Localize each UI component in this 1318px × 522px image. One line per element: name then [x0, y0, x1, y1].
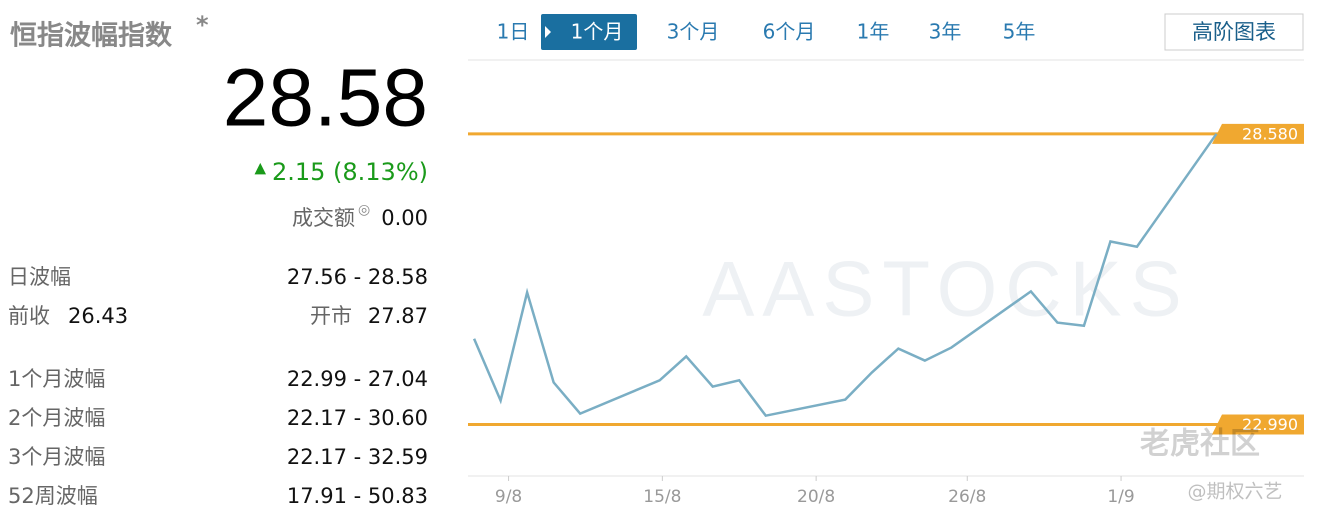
active-tab-marker[interactable] — [545, 26, 551, 38]
range-label: 52周波幅 — [8, 484, 98, 508]
reference-label: 28.580 — [1242, 124, 1298, 143]
range-label: 1个月波幅 — [8, 367, 105, 391]
x-tick-label: 15/8 — [643, 487, 681, 507]
brand-watermark: 老虎社区 — [1140, 427, 1260, 462]
last-price: 28.58 — [223, 53, 428, 144]
turnover-label: 成交额 — [292, 206, 355, 230]
reference-label: 22.990 — [1242, 415, 1298, 434]
prev-value: 26.43 — [68, 304, 128, 328]
chart: AASTOCKS 9/8 15/8 20/8 26/8 1/9 28.580 22.990 — [468, 59, 1304, 507]
x-tick-label: 26/8 — [948, 487, 986, 507]
range-value: 17.91 - 50.83 — [287, 484, 428, 508]
watermark: AASTOCKS — [702, 245, 1189, 333]
x-tick-label: 9/8 — [495, 487, 522, 507]
open-label: 开市 — [310, 304, 352, 328]
open-value: 27.87 — [368, 304, 428, 328]
title: 恒指波幅指数 — [10, 21, 173, 52]
range-value: 27.56 - 28.58 — [287, 265, 428, 289]
turnover: 0.00 — [381, 206, 428, 230]
range-value: 22.17 - 32.59 — [287, 445, 428, 469]
tab[interactable]: 6个月 — [763, 20, 816, 44]
price-line — [472, 133, 1218, 418]
tab[interactable]: 3年 — [929, 20, 962, 44]
tab[interactable]: 1日 — [497, 20, 530, 44]
reference-label-box — [1212, 414, 1304, 435]
range-value: 22.99 - 27.04 — [287, 367, 428, 391]
reference-label-box — [1212, 123, 1304, 144]
x-tick-label: 20/8 — [797, 487, 835, 507]
change-arrow: ▲ — [254, 159, 266, 177]
range-label: 2个月波幅 — [8, 406, 105, 430]
range-label: 日波幅 — [8, 265, 71, 289]
active-tab[interactable] — [541, 14, 637, 50]
tab[interactable]: 1个月 — [571, 20, 624, 44]
change: 2.15 (8.13%) — [272, 158, 428, 186]
turnover-icon[interactable]: ◎ — [358, 202, 370, 218]
prev-label: 前收 — [8, 304, 50, 328]
advanced-button[interactable] — [1164, 13, 1304, 51]
range-value: 22.17 - 30.60 — [287, 406, 428, 430]
range-list: 1个月波幅 22.99 - 27.04 2个月波幅 22.17 - 30.60 3个月波… — [8, 367, 428, 508]
advanced-button-label[interactable]: 高阶图表 — [1192, 20, 1276, 44]
period-tabs: 1日 1个月 3个月 6个月 1年 3年 5年 — [497, 14, 1036, 50]
tab[interactable]: 1年 — [857, 20, 890, 44]
range-label: 3个月波幅 — [8, 445, 105, 469]
tab[interactable]: 5年 — [1003, 20, 1036, 44]
tab[interactable]: 3个月 — [667, 20, 720, 44]
title-mark: * — [196, 11, 209, 39]
x-tick-label: 1/9 — [1107, 487, 1134, 507]
credit-watermark: @期权六艺 — [1187, 481, 1282, 503]
